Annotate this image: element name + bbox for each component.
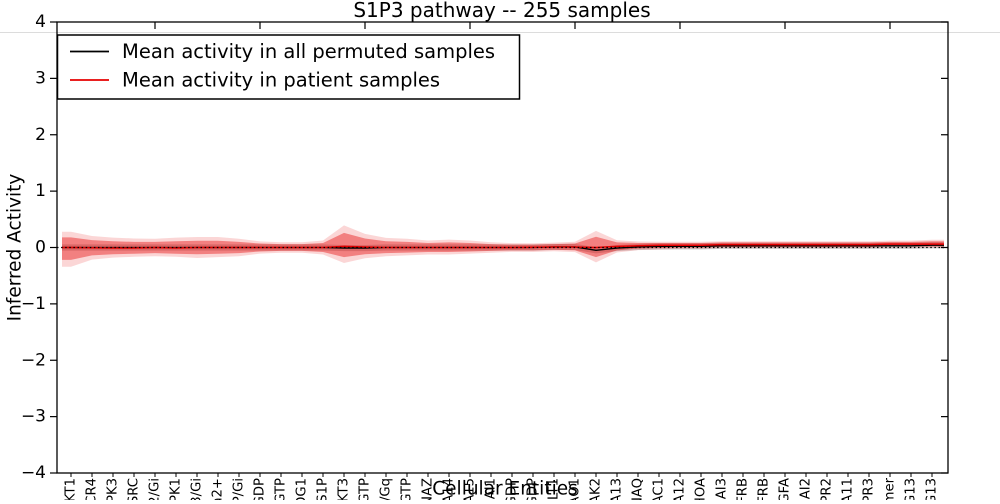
y-tick-label: 4 (35, 12, 46, 32)
x-category-label: CXCR4 (85, 478, 100, 500)
x-category-label: MAPK1 (169, 478, 184, 500)
legend-box (56, 34, 521, 100)
x-category-label: AKT3 (337, 478, 352, 500)
x-category-label: FLT1 (547, 478, 562, 500)
x-category-label: MAPK3 (106, 478, 121, 500)
x-category-label: GNA12 (673, 478, 688, 500)
x-category-label: mol:S1P (316, 478, 331, 500)
x-category-label: S1P/S1P3/Gq (379, 478, 394, 500)
x-category-label: mol:GDP (253, 478, 268, 500)
x-category-label: S1P/S1P3/Gi (190, 478, 205, 500)
x-category-label: RhoA/GTP (400, 478, 415, 500)
x-category-label: mol:GTP (274, 478, 289, 500)
x-category-label: GNA13 (610, 478, 625, 500)
patient-outer-band (62, 225, 944, 267)
x-category-label: GNAQ (631, 478, 646, 500)
x-category-label: S1P/S1P3/G12/G13 (925, 478, 940, 500)
x-category-label: Rac1/GDP (505, 478, 520, 500)
x-category-label: G12/G13 (904, 478, 919, 500)
patient-band (62, 232, 944, 260)
y-tick-label: 1 (35, 181, 46, 201)
y-tick-label: −1 (21, 294, 46, 314)
x-category-label: VEGFA (778, 478, 793, 500)
y-tick-label: 2 (35, 125, 46, 145)
x-category-label: GNA14 (442, 478, 457, 500)
x-category-label: GNAI1 (484, 478, 499, 500)
x-category-label: S1P1/S1P/Gi (232, 478, 247, 500)
x-category-label: mol:Ca2+ (211, 478, 226, 500)
x-category-label: AKT1 (64, 478, 79, 500)
x-category-label: PDGFB-D/PDGFRB (736, 478, 751, 500)
y-tick-label: −4 (21, 463, 46, 483)
legend: Mean activity in all permuted samples Mea… (56, 34, 521, 100)
x-category-label: Rac1/GTP (358, 478, 373, 500)
y-tick-label: −2 (21, 350, 46, 370)
x-category-label: EDG1 (295, 478, 310, 500)
x-category-label: JAK2 (589, 478, 604, 500)
legend-label-permuted: Mean activity in all permuted samples (122, 40, 495, 63)
x-category-label: GNAI3 (715, 478, 730, 500)
x-category-label: GNAZ (421, 478, 436, 500)
x-category-label: GNAO1 (568, 478, 583, 500)
y-tick-label: −3 (21, 407, 46, 427)
x-category-label: S1PR2 (820, 478, 835, 500)
x-category-label: RHOA (694, 478, 709, 500)
x-category-label: SRC (127, 478, 142, 500)
x-axis-label: Cellular Entities (432, 479, 578, 500)
chart-title: S1P3 pathway -- 255 samples (353, 0, 650, 22)
y-tick-label: 0 (35, 238, 46, 258)
y-tick-label: 3 (35, 68, 46, 88)
legend-label-patient: Mean activity in patient samples (122, 69, 440, 92)
x-category-label: S1P/S1P2/Gi (148, 478, 163, 500)
y-axis-label: Inferred Activity (5, 174, 26, 322)
x-category-label: RAC1 (652, 478, 667, 500)
x-category-label: RhoA/GDP (526, 478, 541, 500)
x-category-label: GNAI2 (799, 478, 814, 500)
x-category-label: VEGFR1 homodimer/VEGFA homodimer (883, 477, 898, 500)
x-category-label: S1PR3 (862, 478, 877, 500)
x-category-label: PDGFRB (757, 478, 772, 500)
x-category-label: GNA11 (841, 478, 856, 500)
x-category-label: GNA15 (463, 478, 478, 500)
